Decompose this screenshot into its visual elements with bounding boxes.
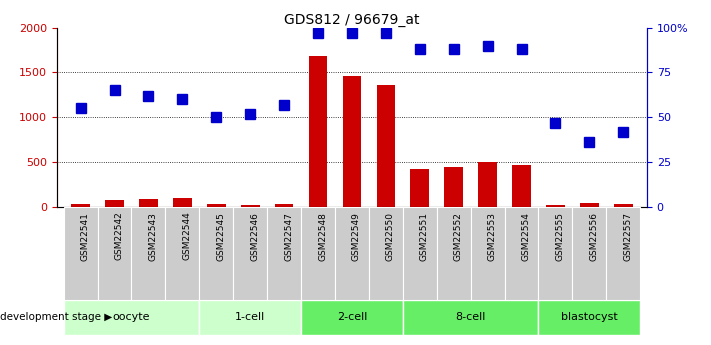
Text: 2-cell: 2-cell [337,313,367,322]
Text: development stage ▶: development stage ▶ [0,313,112,322]
Bar [572,207,606,300]
Bar [606,207,640,300]
Bar [301,300,403,335]
Bar [199,300,301,335]
Bar [71,204,90,207]
Text: 1-cell: 1-cell [235,313,265,322]
Bar [274,204,294,207]
Bar [377,85,395,207]
Bar [132,207,166,300]
Text: GSM22557: GSM22557 [624,211,632,261]
Text: GSM22541: GSM22541 [80,211,90,260]
Bar [538,300,640,335]
Bar [512,165,531,207]
Bar [614,204,633,207]
Text: GSM22556: GSM22556 [589,211,599,261]
Bar [546,205,565,207]
Bar [410,169,429,207]
Bar [343,76,361,207]
Bar [267,207,301,300]
Text: GSM22551: GSM22551 [419,211,429,261]
Text: GSM22545: GSM22545 [216,211,225,260]
Bar [505,207,538,300]
Text: blastocyst: blastocyst [561,313,618,322]
Text: GSM22554: GSM22554 [522,211,530,260]
Bar [437,207,471,300]
Bar [173,198,192,207]
Text: GSM22542: GSM22542 [114,211,124,260]
Text: GSM22546: GSM22546 [250,211,260,260]
Bar [479,162,497,207]
Bar [207,204,225,207]
Bar [105,200,124,207]
Bar [97,207,132,300]
Text: GSM22555: GSM22555 [555,211,565,261]
Bar [580,204,599,207]
Bar [166,207,199,300]
Bar [444,167,463,207]
Bar [369,207,403,300]
Text: GSM22553: GSM22553 [488,211,496,261]
Bar [309,56,327,207]
Bar [64,207,97,300]
Bar [335,207,369,300]
Bar [403,300,538,335]
Bar [233,207,267,300]
Text: GSM22549: GSM22549 [352,211,361,260]
Bar [301,207,335,300]
Text: 8-cell: 8-cell [456,313,486,322]
Text: GSM22544: GSM22544 [182,211,191,260]
Bar [471,207,505,300]
Bar [241,205,260,207]
Title: GDS812 / 96679_at: GDS812 / 96679_at [284,12,419,27]
Text: GSM22548: GSM22548 [318,211,327,260]
Bar [199,207,233,300]
Bar [403,207,437,300]
Text: GSM22552: GSM22552 [454,211,463,260]
Text: GSM22543: GSM22543 [149,211,157,260]
Text: GSM22547: GSM22547 [284,211,293,260]
Text: oocyte: oocyte [113,313,150,322]
Text: GSM22550: GSM22550 [386,211,395,261]
Bar [538,207,572,300]
Bar [139,199,158,207]
Bar [64,300,199,335]
